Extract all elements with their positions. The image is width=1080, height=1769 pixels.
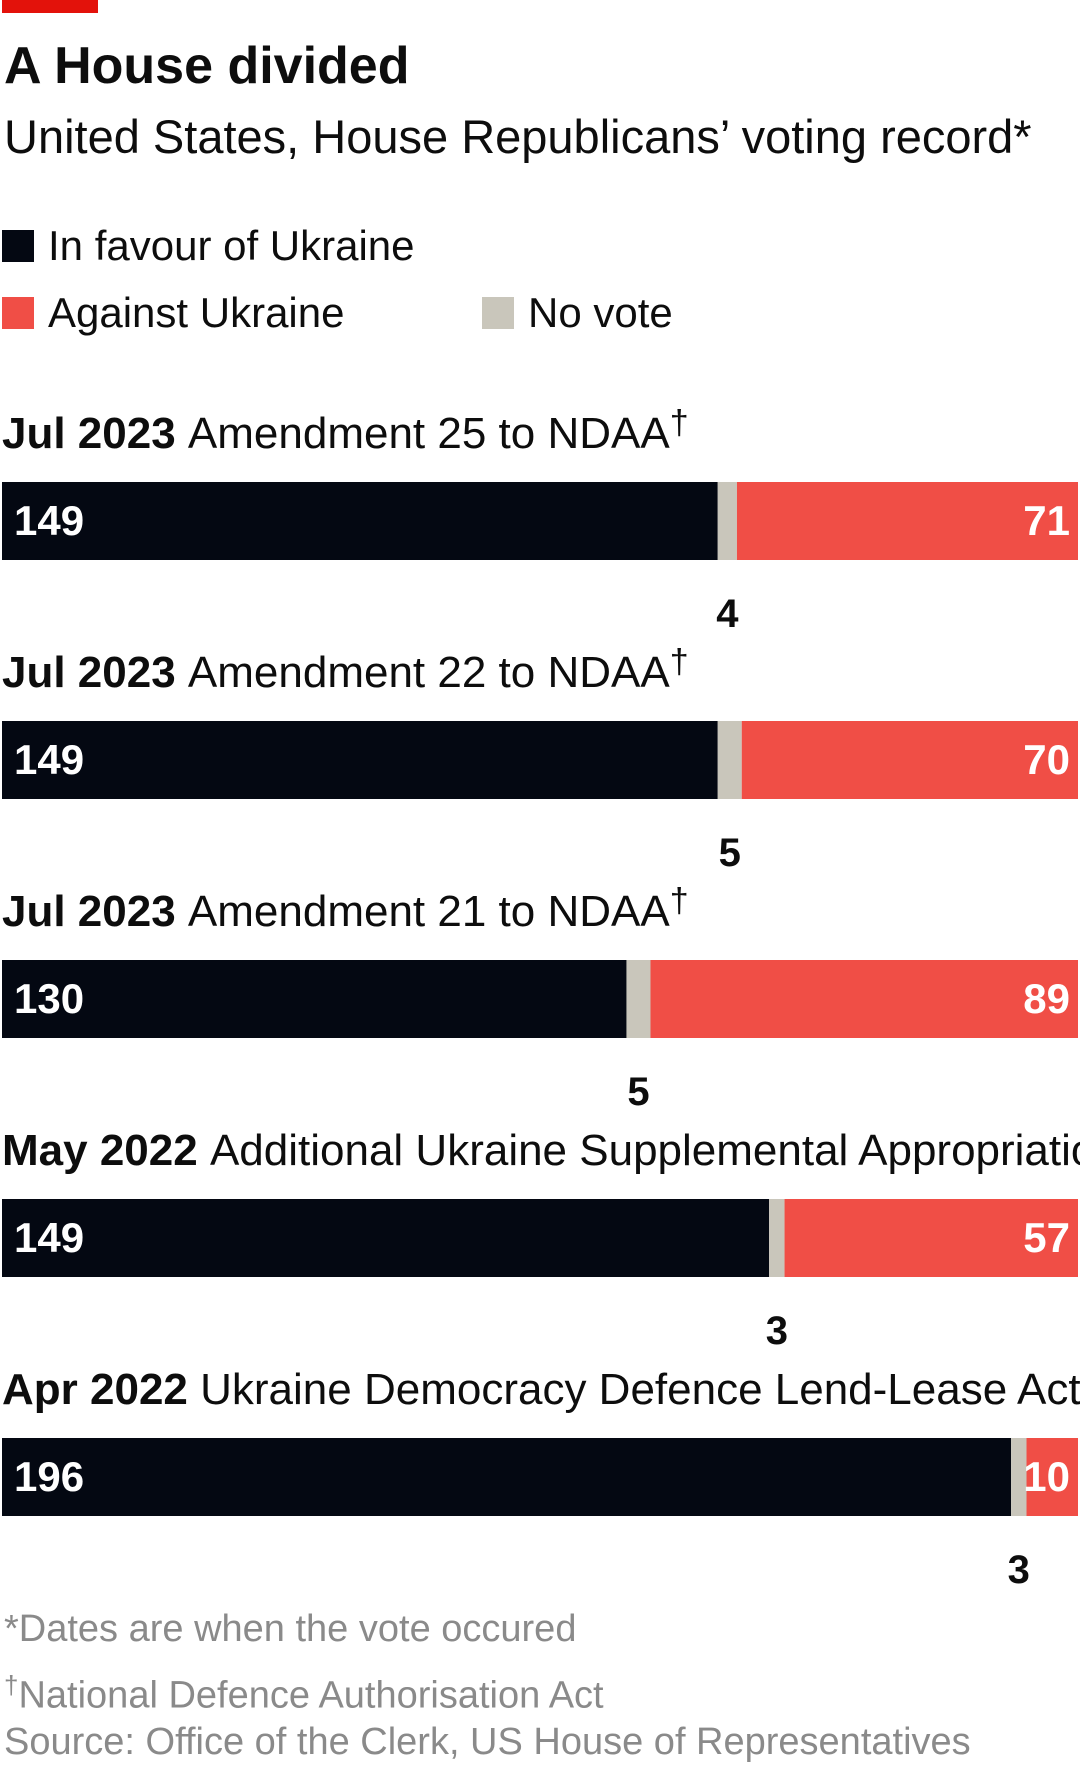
chart-title: A House divided xyxy=(4,37,410,95)
source-note: Source: Office of the Clerk, US House of… xyxy=(4,1721,971,1763)
value-against: 57 xyxy=(1023,1214,1070,1261)
chart-subtitle: United States, House Republicans’ voting… xyxy=(4,110,1032,163)
legend-swatch-novote xyxy=(482,297,514,329)
value-against: 70 xyxy=(1023,736,1070,783)
footnote-dates: *Dates are when the vote occured xyxy=(4,1608,577,1650)
row-name: Amendment 21 to NDAA xyxy=(188,887,670,936)
legend-against: Against Ukraine xyxy=(2,289,344,337)
bar-favour xyxy=(2,1438,1012,1516)
value-favour: 149 xyxy=(14,497,84,544)
row-dagger: † xyxy=(670,643,689,681)
bar-novote xyxy=(717,482,737,560)
bar-against xyxy=(736,482,1078,560)
row-date: Apr 2022 xyxy=(2,1365,200,1414)
legend-swatch-favour xyxy=(2,230,34,262)
bar-favour xyxy=(2,960,627,1038)
footnote-ndaa: †National Defence Authorisation Act xyxy=(4,1662,604,1719)
value-favour: 196 xyxy=(14,1453,84,1500)
footnote-ndaa-text: National Defence Authorisation Act xyxy=(18,1674,604,1717)
row-name: Amendment 25 to NDAA xyxy=(188,409,670,458)
value-favour: 130 xyxy=(14,975,84,1022)
bar-novote xyxy=(717,721,742,799)
row-label: Jul 2023 Amendment 25 to NDAA† xyxy=(2,404,689,458)
value-novote: 4 xyxy=(716,592,739,636)
bar-against xyxy=(784,1199,1078,1277)
row-label: Jul 2023 Amendment 22 to NDAA† xyxy=(2,643,689,697)
row-label: Apr 2022 Ukraine Democracy Defence Lend-… xyxy=(2,1365,1080,1414)
bar-novote xyxy=(769,1199,785,1277)
row-date: Jul 2023 xyxy=(2,409,188,458)
footnote-dagger: † xyxy=(4,1670,19,1700)
row-label: May 2022 Additional Ukraine Supplemental… xyxy=(2,1126,1080,1175)
value-against: 71 xyxy=(1023,497,1070,544)
row-name: Amendment 22 to NDAA xyxy=(188,648,670,697)
legend-label-novote: No vote xyxy=(528,289,673,336)
row-date: Jul 2023 xyxy=(2,648,188,697)
bar-novote xyxy=(626,960,651,1038)
legend-label-against: Against Ukraine xyxy=(48,289,345,336)
legend-swatch-against xyxy=(2,297,34,329)
bar-against xyxy=(1026,1438,1078,1516)
row-name: Additional Ukraine Supplemental Appropri… xyxy=(210,1126,1080,1175)
value-favour: 149 xyxy=(14,736,84,783)
value-novote: 3 xyxy=(1008,1548,1030,1592)
value-novote: 5 xyxy=(719,831,741,875)
accent-bar xyxy=(2,0,98,13)
bar-favour xyxy=(2,1199,770,1277)
row-label: Jul 2023 Amendment 21 to NDAA† xyxy=(2,882,689,936)
row-name: Ukraine Democracy Defence Lend-Lease Act xyxy=(200,1365,1080,1414)
row-dagger: † xyxy=(670,404,689,442)
bar-novote xyxy=(1011,1438,1027,1516)
legend-favour: In favour of Ukraine xyxy=(2,222,415,270)
row-date: Jul 2023 xyxy=(2,887,188,936)
value-favour: 149 xyxy=(14,1214,84,1261)
value-novote: 3 xyxy=(766,1309,788,1353)
bar-against xyxy=(741,721,1078,799)
value-against: 10 xyxy=(1023,1453,1070,1500)
bar-against xyxy=(650,960,1078,1038)
value-novote: 5 xyxy=(627,1070,649,1114)
row-dagger: † xyxy=(670,882,689,920)
bar-favour xyxy=(2,721,718,799)
value-against: 89 xyxy=(1023,975,1070,1022)
legend-novote: No vote xyxy=(482,289,673,337)
bar-favour xyxy=(2,482,718,560)
legend-label-favour: In favour of Ukraine xyxy=(48,222,415,269)
row-date: May 2022 xyxy=(2,1126,210,1175)
